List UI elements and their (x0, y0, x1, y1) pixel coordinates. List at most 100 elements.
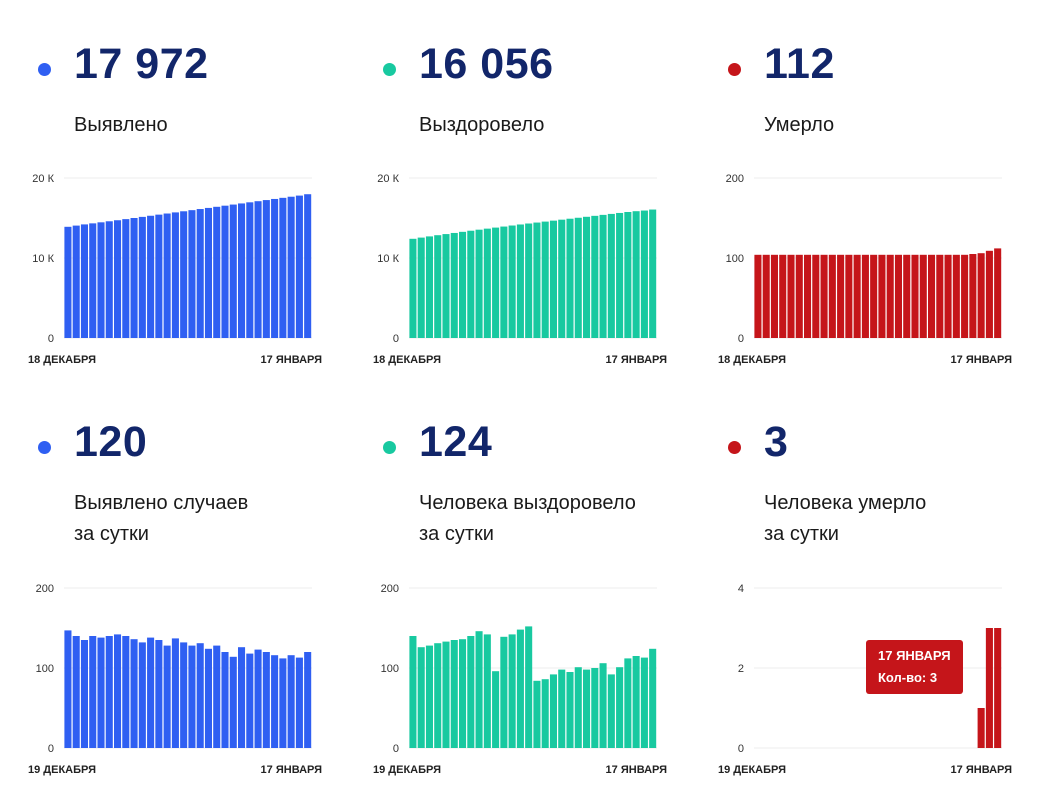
stat-number: 16 056 (419, 40, 554, 88)
bar (171, 212, 179, 338)
x-tick-label: 17 ЯНВАРЯ (261, 354, 323, 366)
y-tick-label: 2 (738, 663, 744, 675)
bar (105, 221, 113, 338)
y-tick-label: 0 (738, 743, 744, 755)
y-tick-label: 4 (738, 583, 744, 595)
x-tick-label: 17 ЯНВАРЯ (951, 764, 1013, 776)
y-tick-label: 0 (393, 333, 399, 345)
chart-tooltip: 17 ЯНВАРЯ Кол-во: 3 (866, 640, 963, 694)
bar (138, 642, 146, 748)
stat-row: 112 (722, 40, 1050, 92)
bar (434, 643, 442, 748)
y-tick-label: 100 (36, 663, 54, 675)
bar (533, 680, 541, 748)
bar (591, 668, 599, 748)
stat-label: Выздоровело (419, 114, 545, 136)
bar (616, 667, 624, 748)
bar (632, 211, 640, 338)
bar (977, 708, 985, 748)
bar (607, 213, 615, 338)
bar (500, 226, 508, 338)
x-tick-label: 19 ДЕКАБРЯ (373, 764, 441, 776)
bar (770, 254, 778, 338)
bar (72, 636, 80, 748)
bar (936, 254, 944, 338)
bar (450, 640, 458, 748)
stat-label: Человека умерло за сутки (764, 492, 927, 545)
stat-label: Умерло (764, 114, 835, 136)
y-tick-label: 0 (48, 743, 54, 755)
bar (114, 634, 122, 748)
chart-recovered: 0 10 К 20 К 18 ДЕКАБРЯ 17 ЯНВАРЯ (373, 173, 667, 366)
bar (886, 254, 894, 338)
bar (130, 218, 138, 338)
bar (591, 215, 599, 338)
bar (155, 214, 163, 338)
bar (130, 639, 138, 748)
bar (624, 212, 632, 338)
bar (483, 228, 491, 338)
bar (180, 642, 188, 748)
bar (279, 197, 287, 338)
bar (287, 196, 295, 338)
stat-label: Человека выздоровело за сутки (419, 492, 636, 545)
bar (985, 628, 993, 748)
bar (961, 254, 969, 338)
bar (583, 216, 591, 338)
bar (295, 657, 303, 748)
bar (516, 629, 524, 748)
y-tick-label: 100 (381, 663, 399, 675)
bar (254, 201, 262, 338)
bar (828, 254, 836, 338)
bar (64, 226, 72, 338)
bar (853, 254, 861, 338)
bar (894, 254, 902, 338)
bar (64, 630, 72, 748)
bar (238, 203, 246, 338)
bar (89, 636, 97, 748)
bar (533, 222, 541, 338)
bar (870, 254, 878, 338)
bar (525, 223, 533, 338)
bar (616, 212, 624, 338)
bar (919, 254, 927, 338)
stat-label: Выявлено (74, 114, 168, 136)
bar (188, 645, 196, 748)
bar (425, 236, 433, 338)
x-tick-label: 18 ДЕКАБРЯ (718, 354, 786, 366)
bar (845, 254, 853, 338)
bar (196, 643, 204, 748)
bar (944, 254, 952, 338)
bar (188, 210, 196, 338)
bar (500, 636, 508, 748)
bar (229, 656, 237, 748)
bar (114, 220, 122, 338)
bar (271, 655, 279, 748)
bar (911, 254, 919, 338)
tooltip-date: 17 ЯНВАРЯ (878, 648, 951, 663)
stat-row: 17 972 (32, 40, 362, 92)
bar (837, 254, 845, 338)
bar (558, 219, 566, 338)
bar (409, 636, 417, 748)
bar (969, 254, 977, 338)
bar (171, 638, 179, 748)
bar (903, 254, 911, 338)
legend-dot-icon (383, 63, 396, 76)
bar (147, 637, 155, 748)
bar (287, 655, 295, 748)
bar (279, 658, 287, 748)
stat-number: 124 (419, 418, 493, 466)
bar (304, 194, 312, 338)
bar (80, 224, 88, 338)
y-tick-label: 200 (726, 173, 744, 185)
legend-dot-icon (383, 441, 396, 454)
bar (640, 210, 648, 338)
x-tick-label: 17 ЯНВАРЯ (261, 764, 323, 776)
bar (541, 679, 549, 748)
bar (475, 631, 483, 748)
bar (994, 628, 1002, 748)
bar (213, 206, 221, 338)
stat-row: 3 (722, 418, 1050, 470)
bar (467, 230, 475, 338)
